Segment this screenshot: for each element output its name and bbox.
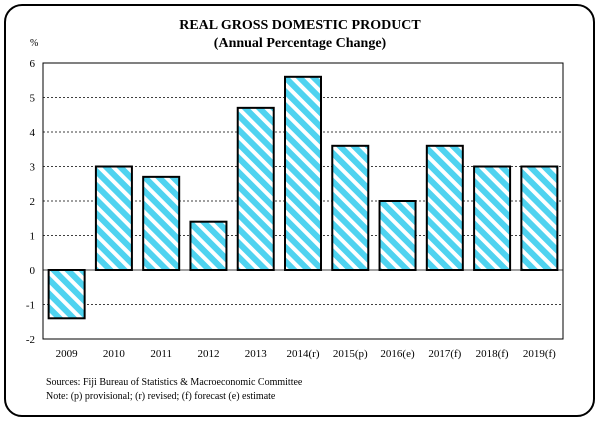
y-tick-label: 5 (30, 93, 36, 105)
y-tick-labels: -2 -1 0 1 2 3 4 5 6 (26, 58, 36, 346)
bar-2011 (142, 175, 181, 272)
x-tick-label: 2014(r) (287, 348, 320, 360)
x-tick-label: 2012 (197, 348, 219, 360)
bar-2015(p) (331, 144, 370, 271)
chart-title: REAL GROSS DOMESTIC PRODUCT (179, 18, 421, 33)
y-tick-label: 3 (30, 162, 36, 174)
y-axis-unit-label: % (30, 38, 39, 49)
x-tick-label: 2015(p) (333, 348, 368, 360)
x-tick-label: 2018(f) (476, 348, 509, 360)
x-tick-label: 2019(f) (523, 348, 556, 360)
y-tick-label: 1 (30, 231, 36, 243)
bar-2017(f) (425, 144, 464, 271)
bar-2018(f) (473, 165, 512, 271)
abbreviation-note: Note: (p) provisional; (r) revised; (f) … (46, 391, 276, 402)
x-tick-label: 2016(e) (380, 348, 415, 360)
bar-2016(e) (378, 200, 417, 271)
x-tick-label: 2011 (150, 348, 172, 360)
x-tick-label: 2017(f) (428, 348, 461, 360)
bar-2012 (189, 220, 228, 271)
y-tick-label: 0 (30, 265, 36, 277)
y-tick-label: 2 (30, 196, 36, 208)
y-tick-label: 6 (30, 58, 36, 70)
bar-2014(r) (284, 75, 322, 271)
x-tick-label: 2010 (103, 348, 126, 360)
sources-note: Sources: Fiji Bureau of Statistics & Mac… (46, 377, 303, 388)
y-tick-label: 4 (30, 127, 36, 139)
bar-2009 (47, 269, 86, 320)
y-tick-label: -1 (26, 300, 35, 312)
bars (47, 75, 559, 320)
bar-2010 (94, 165, 133, 271)
bar-2019(f) (520, 165, 559, 271)
plot-area-border (42, 62, 564, 340)
chart-subtitle: (Annual Percentage Change) (213, 36, 387, 51)
x-tick-label: 2009 (56, 348, 79, 360)
x-tick-labels: 2009 2010 2011 2012 2013 2014(r) 2015(p) 2016(e… (56, 348, 557, 360)
bar-2013 (236, 106, 275, 271)
y-tick-label: -2 (26, 334, 35, 346)
x-tick-label: 2013 (245, 348, 268, 360)
